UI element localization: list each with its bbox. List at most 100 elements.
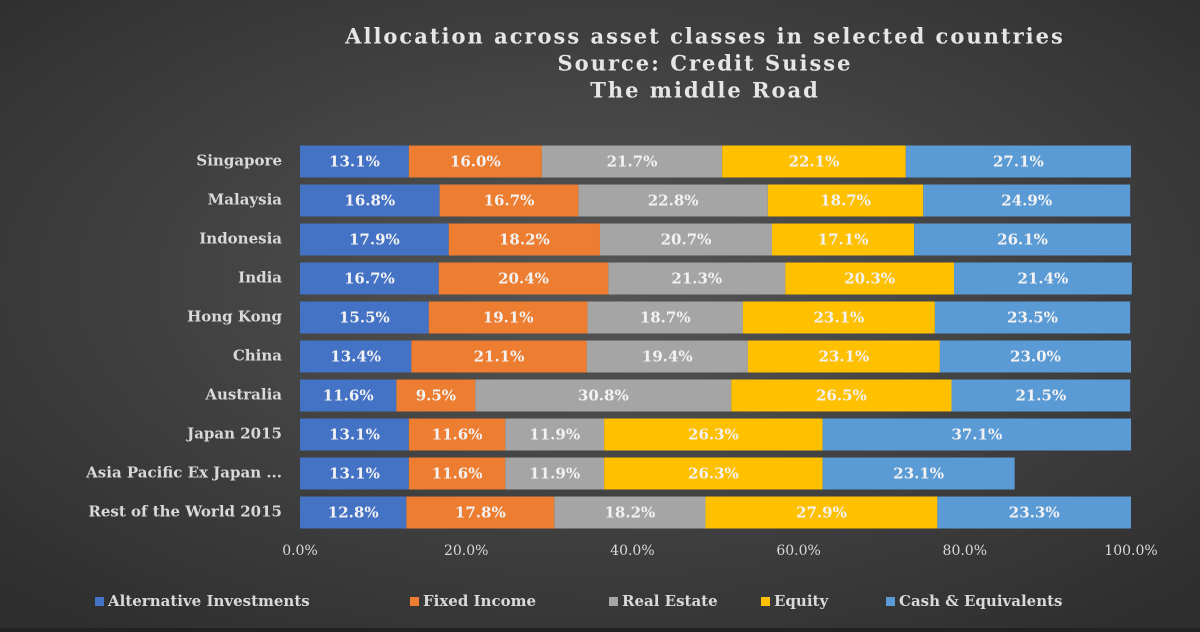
legend-label: Fixed Income <box>423 592 536 610</box>
bar-segment <box>822 457 1015 490</box>
value-label: 17.1% <box>818 231 869 249</box>
bar-segment <box>505 457 605 490</box>
legend-label: Alternative Investments <box>107 592 310 610</box>
value-label: 11.6% <box>432 465 483 483</box>
bar-segment <box>604 418 823 451</box>
value-label: 24.9% <box>1001 192 1052 210</box>
bar-segment <box>934 301 1131 334</box>
value-label: 26.1% <box>997 231 1048 249</box>
bar-segment <box>785 262 954 295</box>
bar-segment <box>541 145 723 178</box>
value-label: 13.1% <box>329 153 380 171</box>
value-label: 20.3% <box>844 270 895 288</box>
category-label: China <box>233 347 282 365</box>
bar-segment <box>923 184 1131 217</box>
bar-segment <box>300 496 407 529</box>
value-label: 27.9% <box>796 504 847 522</box>
legend-swatch <box>761 597 770 606</box>
bar-segment <box>731 379 952 412</box>
category-label: Australia <box>204 386 282 404</box>
bar-segment <box>905 145 1131 178</box>
legend-label: Equity <box>774 592 829 610</box>
value-label: 16.0% <box>450 153 501 171</box>
bar-segment <box>953 262 1132 295</box>
value-label: 23.5% <box>1007 309 1058 327</box>
value-label: 16.7% <box>484 192 535 210</box>
bar-segment <box>428 301 588 334</box>
value-label: 13.1% <box>329 426 380 444</box>
bar-segment <box>300 223 449 256</box>
legend-swatch <box>609 597 618 606</box>
value-label: 13.1% <box>329 465 380 483</box>
value-label: 23.0% <box>1010 348 1061 366</box>
chart-title: Source: Credit Suisse <box>558 51 853 76</box>
value-label: 21.3% <box>671 270 722 288</box>
category-label: Rest of the World 2015 <box>88 503 282 521</box>
value-label: 23.3% <box>1009 504 1060 522</box>
value-label: 18.7% <box>640 309 691 327</box>
value-label: 16.7% <box>344 270 395 288</box>
value-label: 26.5% <box>816 387 867 405</box>
x-tick-label: 60.0% <box>776 543 820 559</box>
value-label: 21.4% <box>1018 270 1069 288</box>
category-label: Hong Kong <box>187 308 282 326</box>
value-label: 12.8% <box>328 504 379 522</box>
legend-swatch <box>95 597 104 606</box>
bar-segment <box>475 379 732 412</box>
value-label: 30.8% <box>578 387 629 405</box>
bar-segment <box>300 457 409 490</box>
value-label: 18.2% <box>499 231 550 249</box>
chart-title: The middle Road <box>590 78 820 103</box>
bar-segment <box>587 301 743 334</box>
category-label: Malaysia <box>208 191 283 209</box>
value-label: 21.5% <box>1015 387 1066 405</box>
bar-segment <box>586 340 748 373</box>
value-label: 21.7% <box>607 153 658 171</box>
category-label: Singapore <box>196 152 282 170</box>
legend-label: Cash & Equivalents <box>899 592 1062 610</box>
value-label: 22.8% <box>648 192 699 210</box>
value-label: 22.1% <box>789 153 840 171</box>
bar-segment <box>300 340 412 373</box>
value-label: 15.5% <box>339 309 390 327</box>
value-label: 11.9% <box>529 465 580 483</box>
bar-segment <box>554 496 706 529</box>
value-label: 27.1% <box>993 153 1044 171</box>
bar-segment <box>406 496 555 529</box>
value-label: 37.1% <box>951 426 1002 444</box>
bar-segment <box>411 340 587 373</box>
value-label: 20.7% <box>661 231 712 249</box>
value-label: 17.9% <box>349 231 400 249</box>
bar-segment <box>300 418 409 451</box>
bar-segment <box>914 223 1131 256</box>
x-tick-label: 80.0% <box>943 543 987 559</box>
value-label: 20.4% <box>498 270 549 288</box>
category-label: Japan 2015 <box>185 425 282 443</box>
bar-segment <box>408 145 542 178</box>
bar-segment <box>396 379 476 412</box>
bar-segment <box>599 223 773 256</box>
chart-title: Allocation across asset classes in selec… <box>344 24 1065 49</box>
bar-segment <box>448 223 600 256</box>
value-label: 23.1% <box>818 348 869 366</box>
bar-segment <box>300 145 409 178</box>
bar-segment <box>937 496 1131 529</box>
bar-segment <box>951 379 1131 412</box>
legend-label: Real Estate <box>622 592 718 610</box>
value-label: 13.4% <box>330 348 381 366</box>
x-tick-label: 100.0% <box>1104 543 1157 559</box>
category-label: Asia Pacific Ex Japan ... <box>85 464 282 482</box>
legend-swatch <box>410 597 419 606</box>
value-label: 16.8% <box>344 192 395 210</box>
bar-segment <box>300 301 429 334</box>
bar-segment <box>505 418 605 451</box>
value-label: 9.5% <box>416 387 456 405</box>
value-label: 23.1% <box>893 465 944 483</box>
bar-segment <box>705 496 938 529</box>
bar-segment <box>604 457 823 490</box>
category-label: Indonesia <box>199 230 282 248</box>
bar-segment <box>438 262 609 295</box>
bar-segment <box>408 457 506 490</box>
value-label: 19.1% <box>483 309 534 327</box>
